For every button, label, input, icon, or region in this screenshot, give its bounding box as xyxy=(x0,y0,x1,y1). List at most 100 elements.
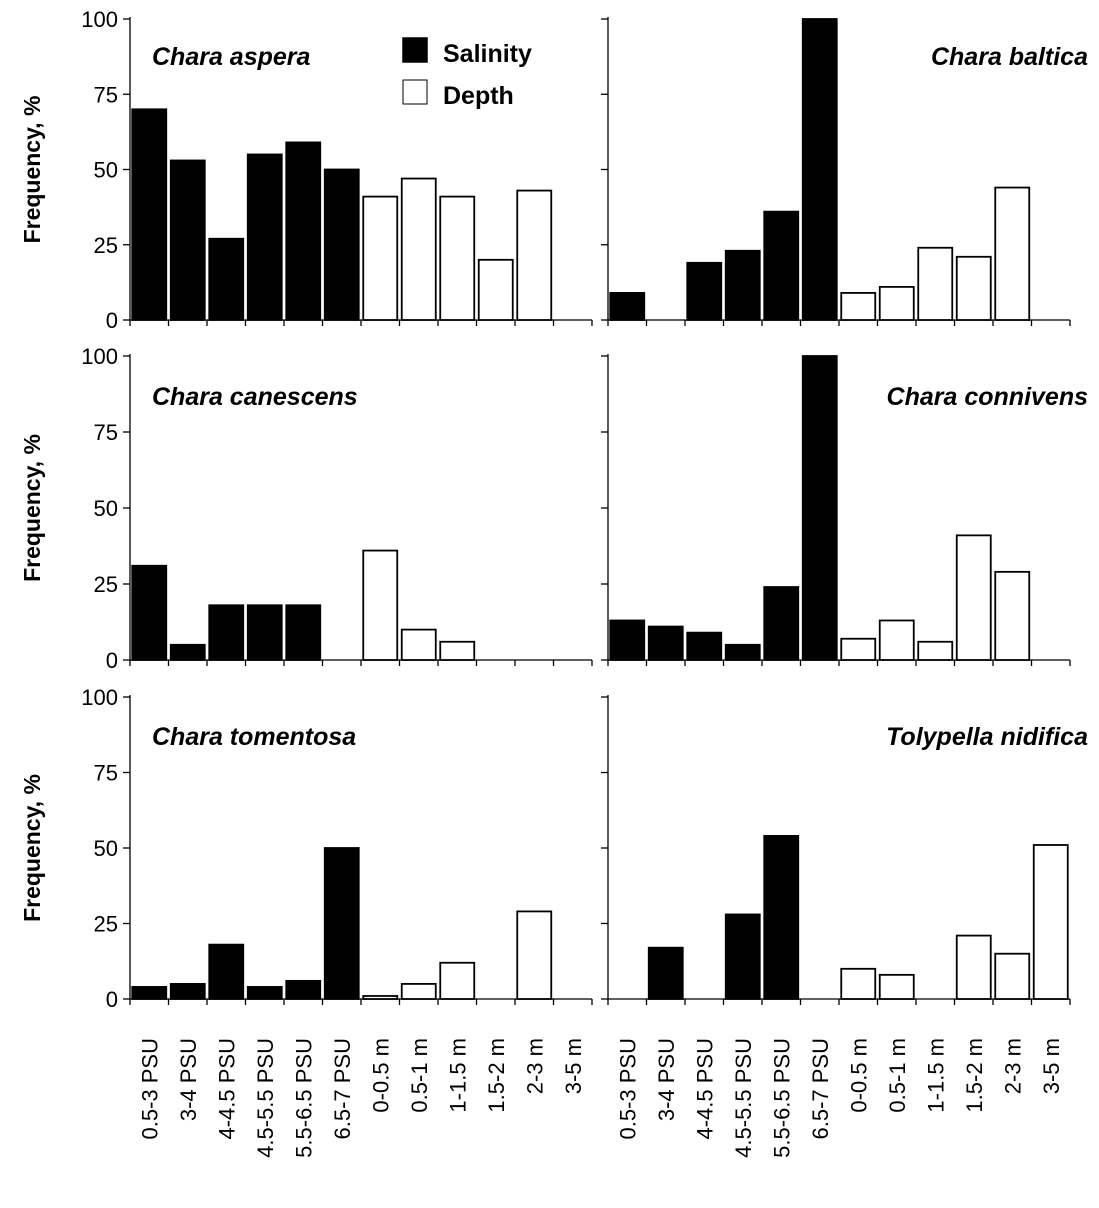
y-tick-label: 25 xyxy=(94,572,118,597)
bar-depth-7 xyxy=(362,995,399,1000)
panel-5: 0 25 50 75 100 Chara tomentosa Frequency, % 0.5… xyxy=(19,685,593,1158)
x-tick-label: 6.5-7 PSU xyxy=(808,1038,833,1140)
bar-salinity-4 xyxy=(724,913,761,1000)
bar-salinity-1 xyxy=(131,564,168,661)
y-axis-label: Frequency, % xyxy=(19,96,45,244)
bar-depth-8 xyxy=(878,619,915,661)
y-tick-label: 0 xyxy=(106,648,118,673)
bar-salinity-2 xyxy=(169,159,206,321)
x-tick-label: 4-4.5 PSU xyxy=(214,1038,239,1140)
x-tick-label: 3-5 m xyxy=(561,1038,586,1094)
x-tick-label: 6.5-7 PSU xyxy=(330,1038,355,1140)
panels: 0 25 50 75 100 Chara aspera Frequency, % Chara … xyxy=(19,7,1088,1158)
y-tick-label: 75 xyxy=(94,82,118,107)
bar-salinity-5 xyxy=(763,210,800,321)
bar-salinity-5 xyxy=(285,979,322,1000)
panel-3: 0 25 50 75 100 Chara canescens Frequency, % xyxy=(19,344,593,673)
bar-salinity-6 xyxy=(323,847,360,1000)
x-tick-label: 3-4 PSU xyxy=(654,1038,679,1121)
bar-depth-9 xyxy=(439,640,476,661)
panel-title: Chara aspera xyxy=(152,43,311,71)
x-tick-label: 2-3 m xyxy=(522,1038,547,1094)
bar-depth-8 xyxy=(400,177,437,321)
bar-depth-11 xyxy=(994,952,1031,1000)
x-tick-label: 1.5-2 m xyxy=(962,1038,987,1113)
bar-depth-9 xyxy=(439,961,476,1000)
x-tick-label: 1-1.5 m xyxy=(923,1038,948,1113)
bar-depth-8 xyxy=(400,628,437,661)
bar-depth-8 xyxy=(878,973,915,1000)
x-tick-label: 0-0.5 m xyxy=(846,1038,871,1113)
y-tick-label: 50 xyxy=(94,496,118,521)
y-tick-label: 75 xyxy=(94,420,118,445)
bar-salinity-5 xyxy=(285,141,322,321)
x-tick-label: 1.5-2 m xyxy=(484,1038,509,1113)
y-axis-label: Frequency, % xyxy=(19,774,45,922)
x-tick-label: 5.5-6.5 PSU xyxy=(769,1038,794,1158)
x-tick-label: 3-5 m xyxy=(1039,1038,1064,1094)
bar-salinity-3 xyxy=(686,261,723,321)
bar-salinity-5 xyxy=(763,586,800,661)
legend-label-depth: Depth xyxy=(443,82,514,110)
x-tick-label: 0.5-3 PSU xyxy=(615,1038,640,1140)
y-tick-label: 25 xyxy=(94,912,118,937)
bar-salinity-3 xyxy=(686,631,723,661)
x-tick-label: 1-1.5 m xyxy=(445,1038,470,1113)
bar-depth-10 xyxy=(955,934,992,1000)
x-tick-label: 0.5-3 PSU xyxy=(137,1038,162,1140)
bar-depth-9 xyxy=(917,640,954,661)
bar-salinity-5 xyxy=(763,835,800,1000)
legend-label-salinity: Salinity xyxy=(443,40,532,68)
y-tick-label: 100 xyxy=(81,344,118,369)
bar-depth-7 xyxy=(840,292,877,321)
bar-salinity-3 xyxy=(208,604,245,661)
y-axis-label: Frequency, % xyxy=(19,434,45,582)
bar-depth-11 xyxy=(994,570,1031,661)
bar-salinity-6 xyxy=(801,355,838,661)
y-tick-label: 100 xyxy=(81,685,118,710)
bar-depth-9 xyxy=(439,195,476,321)
bar-depth-7 xyxy=(840,637,877,661)
bar-depth-12 xyxy=(1032,844,1069,1000)
bar-salinity-3 xyxy=(208,237,245,321)
bar-salinity-1 xyxy=(131,986,168,1000)
bar-salinity-2 xyxy=(647,625,684,661)
panel-title: Tolypella nidifica xyxy=(886,723,1088,751)
y-tick-label: 75 xyxy=(94,761,118,786)
x-tick-label: 2-3 m xyxy=(1000,1038,1025,1094)
bar-salinity-6 xyxy=(801,18,838,321)
legend-swatch-salinity xyxy=(402,37,428,63)
bar-depth-7 xyxy=(840,967,877,1000)
bar-depth-8 xyxy=(400,983,437,1000)
x-tick-label: 3-4 PSU xyxy=(176,1038,201,1121)
x-tick-label: 4.5-5.5 PSU xyxy=(731,1038,756,1158)
bar-salinity-2 xyxy=(169,643,206,661)
bar-depth-11 xyxy=(516,910,553,1000)
panel-6: Tolypella nidifica 0.5-3 PSU 3-4 PSU 4-4.5 … xyxy=(601,695,1088,1158)
bar-salinity-4 xyxy=(246,153,283,321)
bar-salinity-1 xyxy=(609,619,646,661)
bar-depth-10 xyxy=(955,534,992,661)
x-tick-label: 4-4.5 PSU xyxy=(692,1038,717,1140)
panel-4: Chara connivens xyxy=(601,354,1088,666)
y-tick-label: 50 xyxy=(94,836,118,861)
bar-depth-9 xyxy=(917,246,954,321)
bar-salinity-5 xyxy=(285,604,322,661)
bar-salinity-4 xyxy=(246,986,283,1000)
bar-salinity-1 xyxy=(131,108,168,321)
y-tick-label: 50 xyxy=(94,158,118,183)
bar-depth-7 xyxy=(362,549,399,661)
bar-salinity-6 xyxy=(323,168,360,321)
bar-salinity-2 xyxy=(647,946,684,1000)
x-tick-label: 0.5-1 m xyxy=(407,1038,432,1113)
panel-title: Chara canescens xyxy=(152,383,358,411)
bar-depth-10 xyxy=(477,258,514,321)
panel-title: Chara tomentosa xyxy=(152,723,356,751)
bar-depth-10 xyxy=(955,255,992,321)
y-tick-label: 100 xyxy=(81,7,118,32)
x-tick-label: 0.5-1 m xyxy=(885,1038,910,1113)
x-tick-label: 4.5-5.5 PSU xyxy=(253,1038,278,1158)
legend-swatch-depth xyxy=(402,79,428,105)
x-tick-label: 5.5-6.5 PSU xyxy=(291,1038,316,1158)
